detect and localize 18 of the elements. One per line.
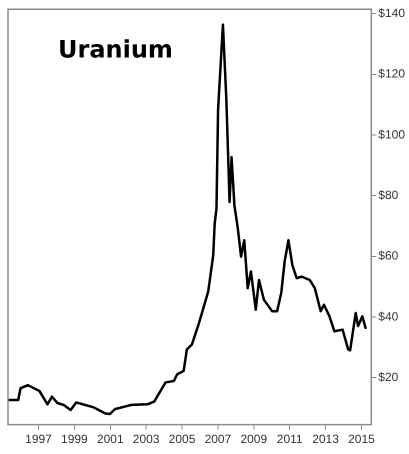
y-tick-label: $120 <box>378 66 406 81</box>
y-tick-label: $80 <box>378 188 399 202</box>
x-tick-label: 2015 <box>348 432 376 446</box>
y-tick-label: $60 <box>378 248 399 263</box>
x-tick-label: 2007 <box>204 432 232 446</box>
x-tick-label: 2003 <box>132 432 160 446</box>
x-tick-label: 1999 <box>61 432 88 446</box>
y-tick-label: $140 <box>378 6 406 20</box>
x-tick-label: 2001 <box>96 432 124 446</box>
y-tick-label: $20 <box>378 370 399 384</box>
y-tick-label: $40 <box>378 309 399 324</box>
x-tick-label: 2009 <box>240 432 268 446</box>
y-tick-label: $100 <box>378 127 406 142</box>
x-tick-label: 2013 <box>312 432 340 446</box>
x-tick-label: 1997 <box>25 432 52 446</box>
x-tick-label: 2011 <box>276 432 303 446</box>
text: Uranium <box>58 35 173 64</box>
x-tick-label: 2005 <box>168 432 196 446</box>
